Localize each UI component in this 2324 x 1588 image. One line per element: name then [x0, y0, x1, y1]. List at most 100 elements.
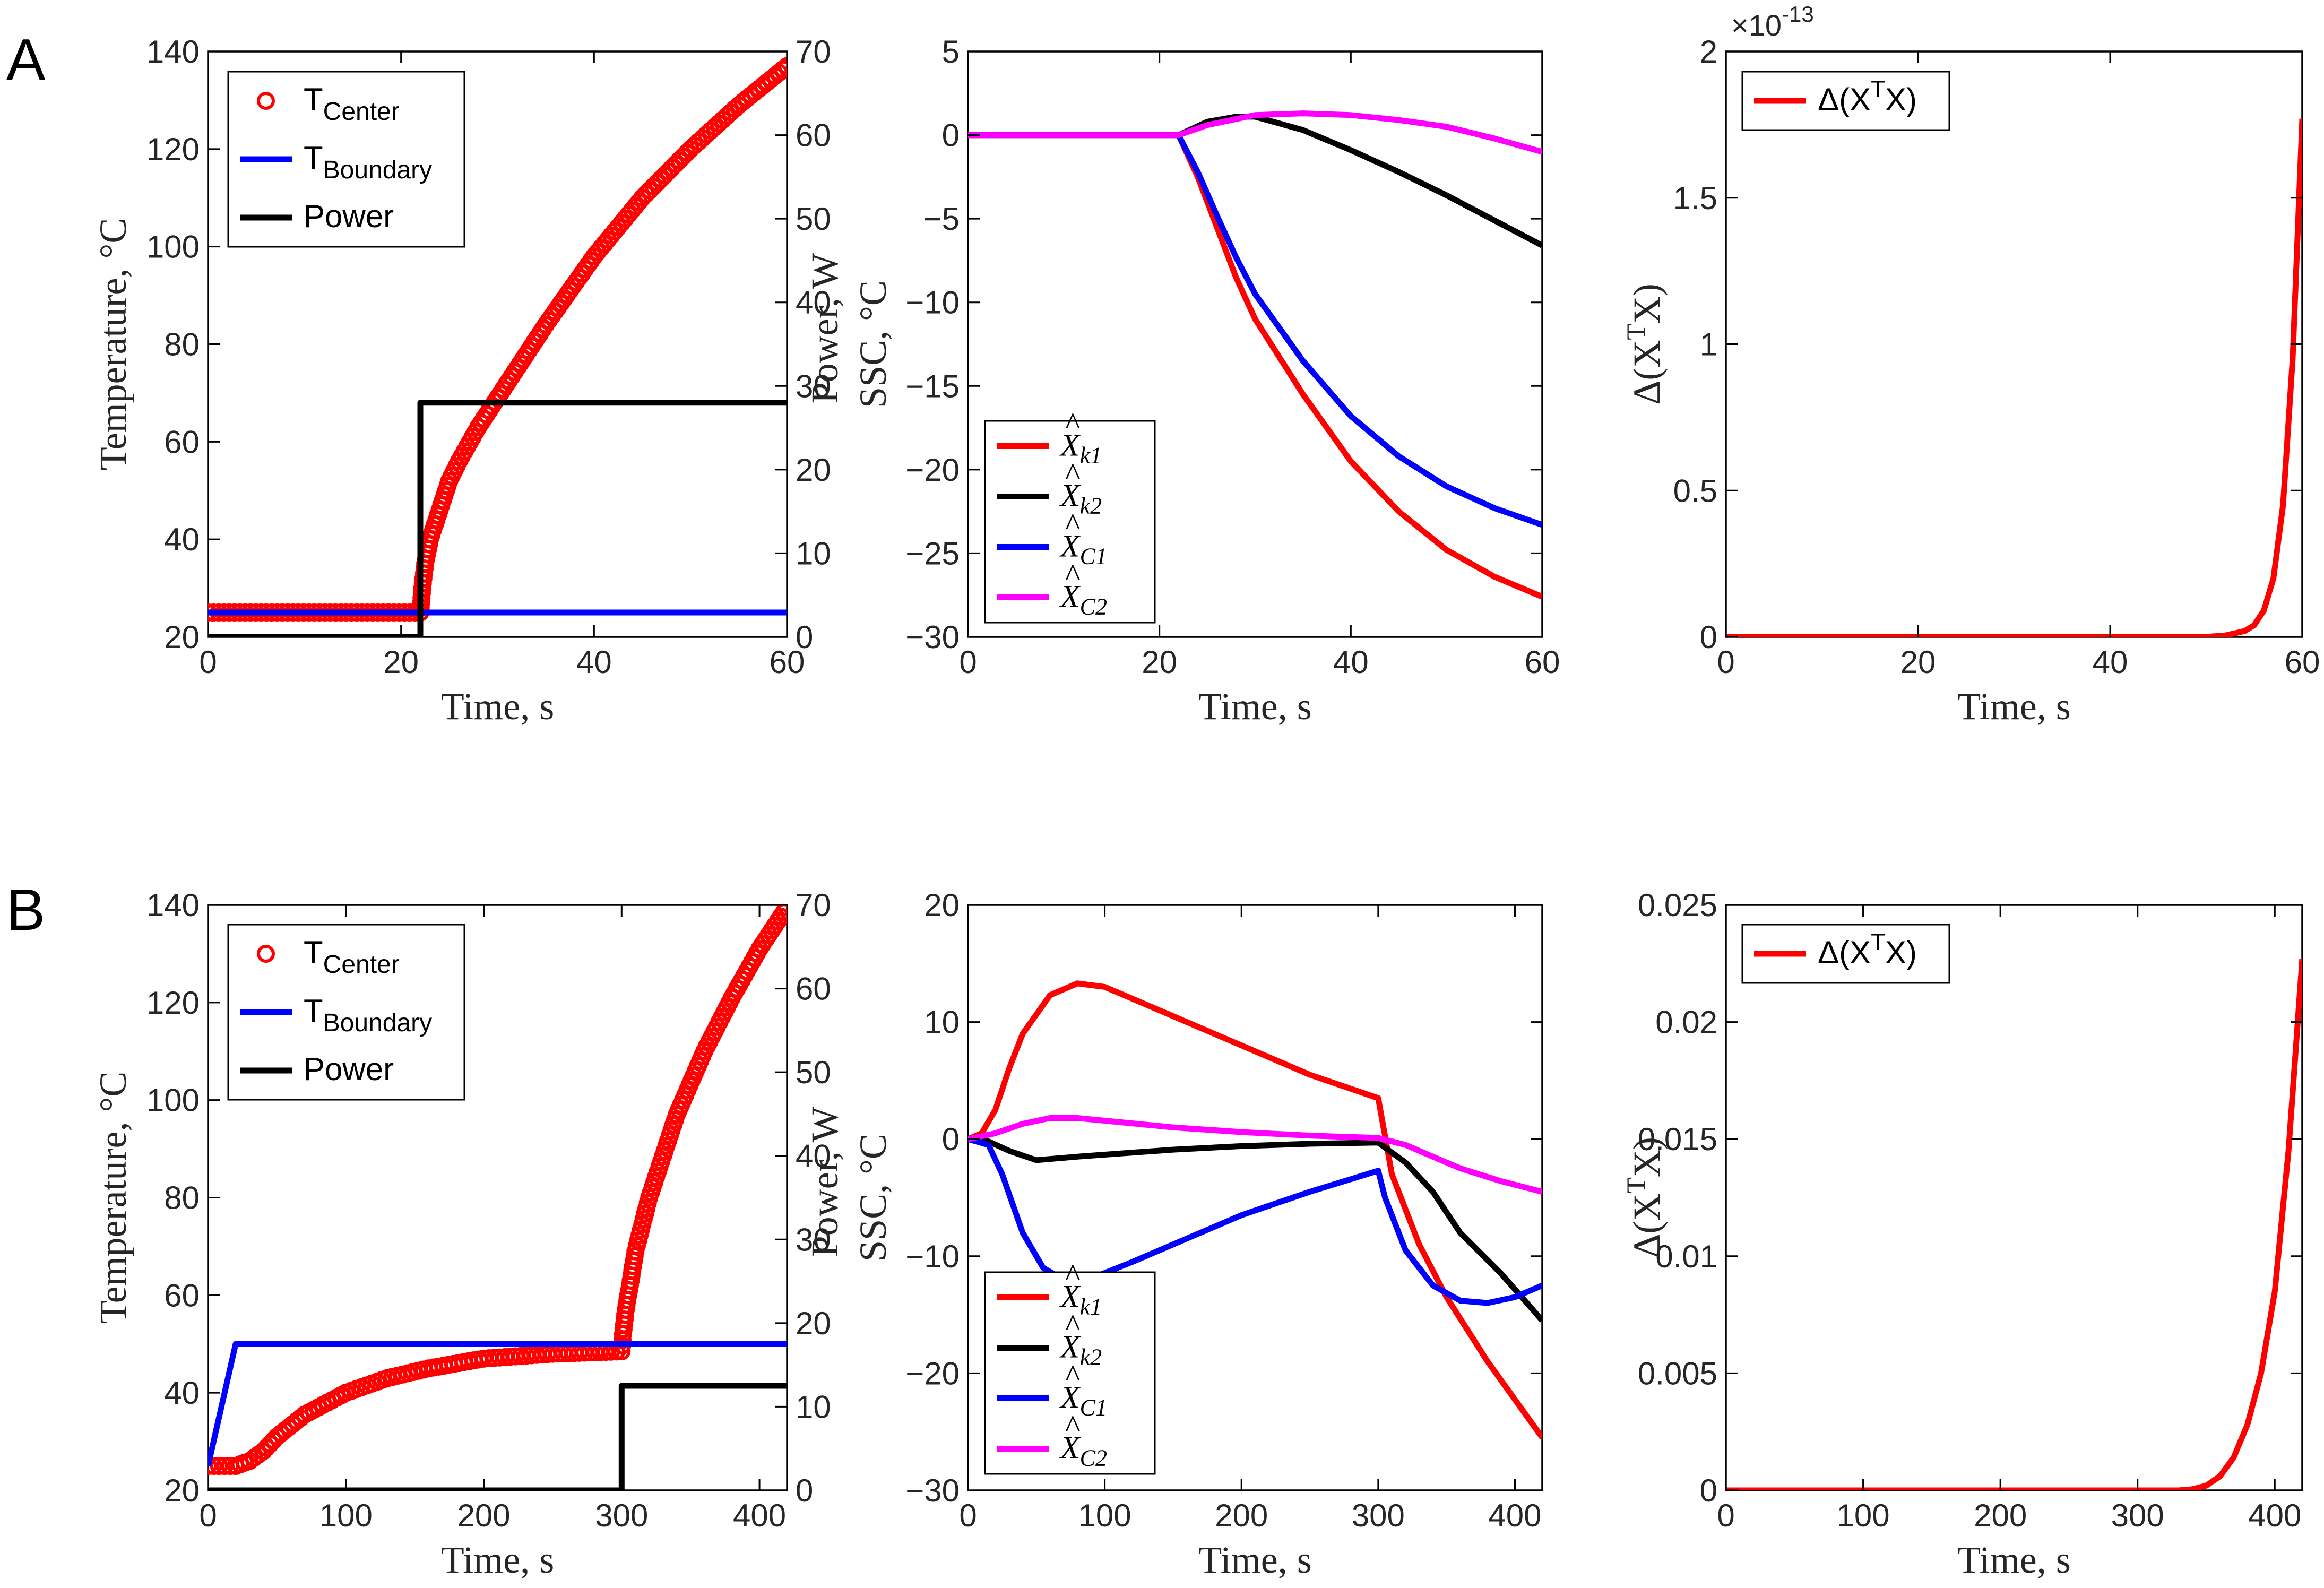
x-tick-label: 40 — [1333, 644, 1369, 680]
y-axis-label: SSC, °C — [852, 1134, 894, 1262]
chart-a2: 0 20 40 60 −30 −25 −20 −15 −10 −5 0 5 Time, s SSC, °C… — [852, 34, 1560, 728]
legend-label: XC1 — [1059, 1380, 1107, 1421]
x-tick-label: 60 — [2285, 644, 2320, 680]
legend-label: Xk1 — [1059, 1279, 1102, 1320]
hat-accent: ^ — [1065, 407, 1080, 442]
y-tick-label: 0.01 — [1655, 1239, 1717, 1274]
y-tick-label: 0 — [1700, 1473, 1717, 1508]
y-tick-label: −20 — [905, 1356, 960, 1391]
x-tick-label: 200 — [457, 1498, 510, 1533]
legend-label: Xk2 — [1059, 478, 1102, 519]
series-line-c2 — [968, 1115, 1542, 1195]
legend-label: Xk2 — [1059, 1330, 1102, 1370]
legend-label: Power — [304, 198, 394, 234]
chart-a1: 0 20 40 6020406080100120140010203040506070T… — [92, 34, 846, 728]
x-tick-label: 40 — [576, 644, 612, 680]
y-right-tick-label: 70 — [796, 887, 831, 923]
x-tick-label: 0 — [199, 644, 217, 680]
series-line-c1 — [968, 132, 1542, 528]
x-tick-label: 200 — [1974, 1498, 2027, 1533]
data-point — [210, 1457, 228, 1475]
data-point — [208, 1457, 217, 1475]
y-right-tick-label: 70 — [796, 34, 831, 70]
y-tick-label: 100 — [146, 1083, 200, 1118]
legend-box — [984, 420, 1156, 624]
y-right-tick-label: 10 — [796, 536, 831, 571]
y-tick-label: 120 — [146, 132, 200, 167]
series-line-boundary — [208, 1341, 787, 1467]
x-axis-label: Time, s — [1957, 685, 2070, 728]
panel-label-a: A — [6, 27, 46, 92]
y-axis-label: Δ(XTX) — [1621, 1137, 1668, 1258]
plot-area — [1725, 50, 2303, 638]
y-tick-label: −30 — [905, 1473, 960, 1508]
x-tick-label: 0 — [1717, 1498, 1734, 1533]
hat-accent: ^ — [1065, 1258, 1080, 1293]
series-group — [208, 57, 787, 637]
legend-label: Xk1 — [1059, 428, 1102, 469]
chart-b2: 0 100 200 300 400 −30 −20 −10 0 10 20 Time, s SSC, °… — [852, 887, 1543, 1581]
y-axis-label: SSC, °C — [852, 280, 894, 408]
legend-label: Δ(XTX) — [1818, 929, 1917, 970]
series-group — [1726, 959, 2302, 1490]
x-tick-label: 400 — [1488, 1498, 1541, 1533]
y-tick-label: 5 — [942, 34, 960, 70]
series-line-c2 — [968, 110, 1542, 155]
y-tick-label: 100 — [146, 229, 200, 265]
y-tick-label: 120 — [146, 985, 200, 1021]
legend: TCenter TBoundary Power — [227, 924, 465, 1101]
y-tick-label: 80 — [164, 1180, 200, 1216]
y-right-tick-label: 40 — [796, 1138, 831, 1174]
y-tick-label: 0 — [942, 1121, 960, 1157]
legend-label: TCenter — [304, 82, 400, 126]
data-point — [775, 905, 787, 921]
y-tick-label: 0.005 — [1638, 1356, 1717, 1391]
hat-accent: ^ — [1065, 507, 1080, 542]
series-line-xtx — [1726, 118, 2302, 637]
y-tick-label: 20 — [924, 887, 960, 923]
legend-label: Power — [304, 1051, 394, 1087]
x-tick-label: 0 — [1717, 644, 1734, 680]
data-point — [778, 57, 787, 75]
legend-marker — [257, 945, 275, 963]
y-tick-label: 20 — [164, 1473, 200, 1508]
y-tick-label: 1 — [1700, 327, 1717, 363]
y-right-axis-label: Power, W — [804, 1107, 846, 1257]
y-right-axis-label: Power, W — [804, 253, 846, 404]
x-tick-label: 0 — [959, 1498, 977, 1533]
x-axis-label: Time, s — [1957, 1539, 2070, 1581]
x-axis-label: Time, s — [1198, 685, 1311, 728]
y-axis-label: Temperature, °C — [92, 1072, 134, 1324]
x-tick-label: 20 — [1142, 644, 1177, 680]
chart-b1: 0 100 200 300 400 20 40 60 80 100 120 140 0 10 20 30 40 5… — [92, 887, 846, 1581]
x-tick-label: 60 — [770, 644, 805, 680]
x-tick-label: 40 — [2093, 644, 2128, 680]
x-axis-label: Time, s — [1198, 1539, 1311, 1581]
x-tick-label: 300 — [1352, 1498, 1405, 1533]
legend: Δ(XTX) — [1741, 924, 1950, 984]
legend: Xk1^Xk2^XC1^XC2^ — [984, 1258, 1156, 1475]
y-right-tick-label: 30 — [796, 368, 831, 404]
x-tick-label: 400 — [2248, 1498, 2301, 1533]
y-tick-label: 0.025 — [1638, 887, 1717, 923]
series-group — [1726, 118, 2302, 637]
y-right-tick-label: 50 — [796, 1055, 831, 1090]
y-tick-label: 140 — [146, 887, 200, 923]
y-tick-label: −15 — [905, 368, 960, 404]
series-line-k1 — [968, 980, 1542, 1439]
y-right-tick-label: 60 — [796, 118, 831, 153]
hat-accent: ^ — [1065, 1359, 1080, 1394]
y-tick-label: 140 — [146, 34, 200, 70]
y-right-tick-label: 20 — [796, 452, 831, 488]
y-tick-label: 1.5 — [1673, 180, 1717, 216]
y-tick-label: 20 — [164, 619, 200, 655]
y-right-tick-label: 30 — [796, 1222, 831, 1257]
y-tick-label: −5 — [923, 201, 960, 237]
y-tick-label: −10 — [905, 285, 960, 321]
y-tick-label: 0.5 — [1673, 473, 1717, 508]
legend-box — [984, 1271, 1156, 1475]
hat-accent: ^ — [1065, 1308, 1080, 1343]
y-axis-label: Temperature, °C — [92, 218, 134, 471]
y-tick-label: −20 — [905, 452, 960, 488]
